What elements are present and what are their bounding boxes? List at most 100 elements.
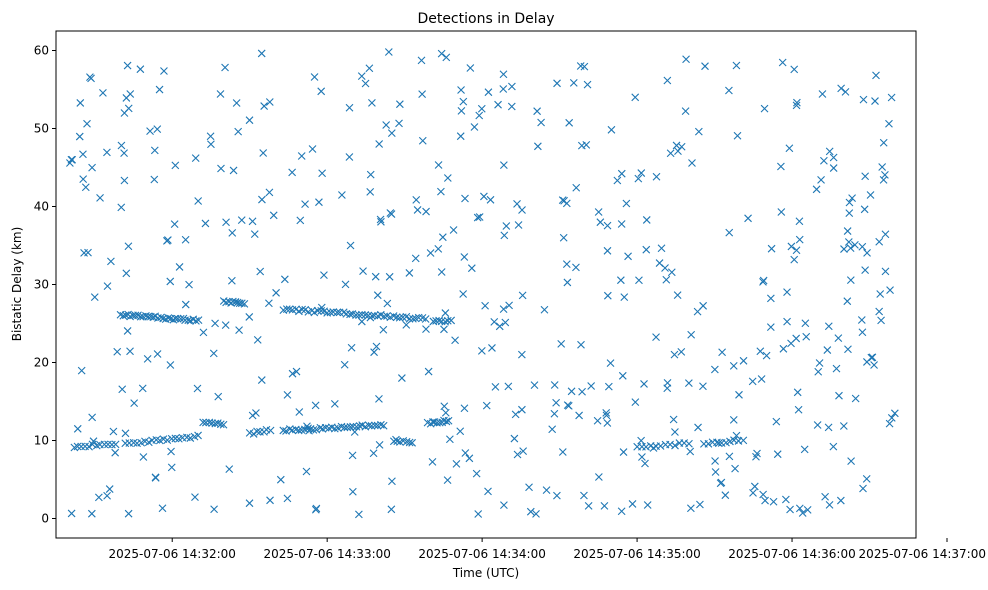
detection-marker — [711, 457, 719, 465]
detection-marker — [836, 496, 845, 505]
detection-marker — [405, 269, 414, 277]
detection-marker — [761, 496, 769, 505]
detection-marker — [214, 392, 223, 401]
y-axis-label: Bistatic Delay (km) — [10, 227, 24, 342]
detection-marker — [395, 313, 404, 322]
detection-marker — [793, 388, 802, 397]
detection-marker — [603, 221, 612, 230]
detection-marker — [640, 380, 648, 388]
detection-marker — [813, 421, 822, 429]
detection-marker — [859, 95, 868, 104]
detection-marker — [565, 118, 574, 127]
detection-marker — [721, 491, 730, 500]
detection-marker — [739, 356, 748, 365]
detection-marker — [86, 73, 94, 82]
detection-marker — [530, 381, 539, 389]
detection-marker — [79, 150, 87, 159]
detection-marker — [499, 161, 508, 170]
detection-marker — [155, 85, 164, 94]
detection-marker — [73, 442, 82, 451]
detection-marker — [252, 409, 260, 417]
detection-marker — [160, 67, 168, 75]
x-axis-ticks: 2025-07-06 14:32:00 2025-07-06 14:33:00 20… — [108, 538, 986, 561]
detection-marker — [641, 459, 649, 468]
detection-marker — [194, 316, 203, 325]
detection-marker — [258, 195, 266, 204]
detection-marker — [642, 245, 651, 254]
detection-marker — [725, 86, 733, 95]
detection-marker — [669, 415, 678, 424]
detection-marker — [494, 100, 502, 109]
detection-marker — [488, 344, 496, 352]
detection-marker — [442, 53, 451, 62]
detection-marker — [616, 276, 625, 285]
detection-marker — [260, 102, 269, 110]
detection-marker — [475, 213, 484, 221]
detection-marker — [248, 217, 257, 226]
detection-marker — [87, 509, 96, 518]
detection-marker — [606, 359, 615, 367]
detection-marker — [575, 411, 583, 420]
detection-marker — [861, 172, 870, 181]
y-tick-label: 0 — [41, 512, 49, 526]
detection-marker — [269, 211, 278, 220]
detection-marker — [123, 327, 132, 335]
detection-marker — [477, 346, 486, 355]
detection-marker — [292, 367, 301, 376]
detection-marker — [443, 174, 452, 182]
detection-marker — [481, 301, 489, 310]
detection-marker — [792, 98, 801, 107]
detection-marker — [457, 106, 466, 115]
detection-marker — [825, 501, 834, 509]
detection-marker — [456, 132, 465, 141]
detection-marker — [823, 346, 832, 354]
detection-marker — [297, 152, 306, 160]
detection-marker — [798, 509, 807, 517]
detection-marker — [345, 103, 354, 112]
detection-marker — [377, 217, 385, 226]
detection-marker — [607, 125, 616, 134]
detection-marker — [533, 142, 542, 151]
detection-marker — [153, 125, 162, 134]
detection-marker — [553, 79, 561, 88]
detection-marker — [176, 314, 185, 323]
detection-marker — [846, 276, 855, 285]
detection-marker — [386, 209, 395, 217]
detection-marker — [153, 350, 162, 358]
detection-marker — [317, 87, 326, 96]
detection-marker — [85, 442, 93, 451]
detection-marker — [186, 434, 195, 442]
detection-marker — [587, 382, 596, 390]
detection-marker — [766, 323, 775, 331]
detection-marker — [265, 188, 274, 197]
detection-marker — [330, 400, 339, 408]
detection-marker — [256, 267, 265, 276]
detection-marker — [225, 465, 234, 474]
detection-marker — [326, 308, 335, 317]
detection-marker — [790, 65, 799, 74]
detection-marker — [662, 275, 671, 284]
detection-marker — [772, 417, 781, 426]
detection-marker — [749, 488, 757, 497]
detection-marker — [346, 241, 355, 250]
detection-marker — [361, 79, 370, 88]
detection-marker — [109, 427, 118, 436]
detection-marker — [418, 90, 427, 98]
detection-marker — [517, 350, 526, 359]
detection-marker — [139, 453, 148, 461]
detection-marker — [150, 146, 159, 155]
detection-marker — [105, 485, 114, 493]
detection-marker — [870, 361, 878, 369]
detection-marker — [373, 291, 382, 300]
detection-marker — [603, 419, 612, 427]
detection-marker — [413, 206, 422, 214]
detection-marker — [158, 504, 167, 513]
detection-marker — [459, 290, 468, 298]
detection-marker — [162, 236, 171, 245]
detection-marker — [499, 85, 508, 93]
detection-marker — [440, 402, 449, 411]
detection-marker — [542, 486, 551, 494]
detection-marker — [835, 391, 843, 400]
y-tick-label: 10 — [34, 434, 49, 448]
detection-marker — [387, 505, 396, 514]
